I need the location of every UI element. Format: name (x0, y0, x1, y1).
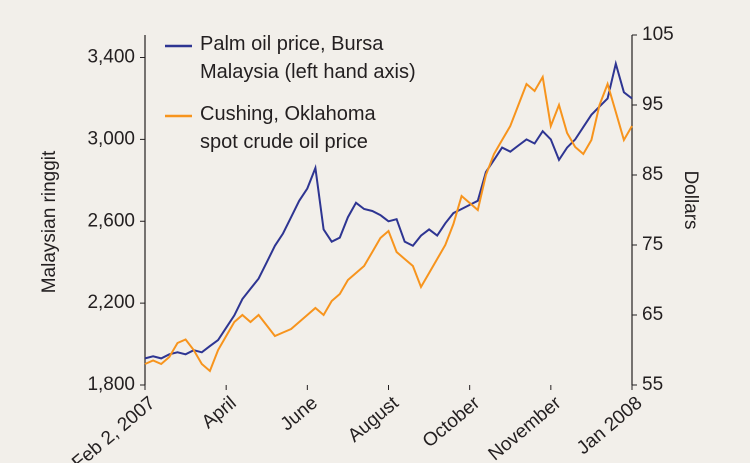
y2-tick-label: 75 (642, 234, 663, 255)
y-tick-label: 1,800 (87, 374, 135, 395)
x-tick-label: August (344, 392, 403, 447)
y2-tick-label: 95 (642, 94, 663, 115)
x-tick-label: Jan 2008 (573, 393, 646, 459)
y-tick-label: 3,400 (87, 47, 135, 68)
y2-tick-label: 55 (642, 374, 663, 395)
y2-tick-label: 65 (642, 304, 663, 325)
y2-tick-label: 105 (642, 24, 674, 45)
line-series (144, 59, 633, 360)
line-series (144, 74, 633, 373)
x-tick-label: November (485, 392, 566, 463)
legend-label: Palm oil price, Bursa Malaysia (left han… (200, 33, 416, 83)
y-tick-label: 2,600 (87, 210, 135, 231)
legend-label: Cushing, Oklahoma spot crude oil price (200, 103, 376, 153)
y2-axis-label: Dollars (680, 170, 701, 229)
y-axis-label: Malaysian ringgit (39, 150, 60, 293)
x-tick-label: June (277, 393, 322, 436)
y2-tick-label: 85 (642, 164, 663, 185)
x-tick-label: Feb 2, 2007 (68, 393, 159, 463)
y-tick-label: 2,200 (87, 292, 135, 313)
y-tick-label: 3,000 (87, 128, 135, 149)
x-tick-label: April (198, 393, 241, 434)
x-tick-label: October (419, 392, 485, 452)
